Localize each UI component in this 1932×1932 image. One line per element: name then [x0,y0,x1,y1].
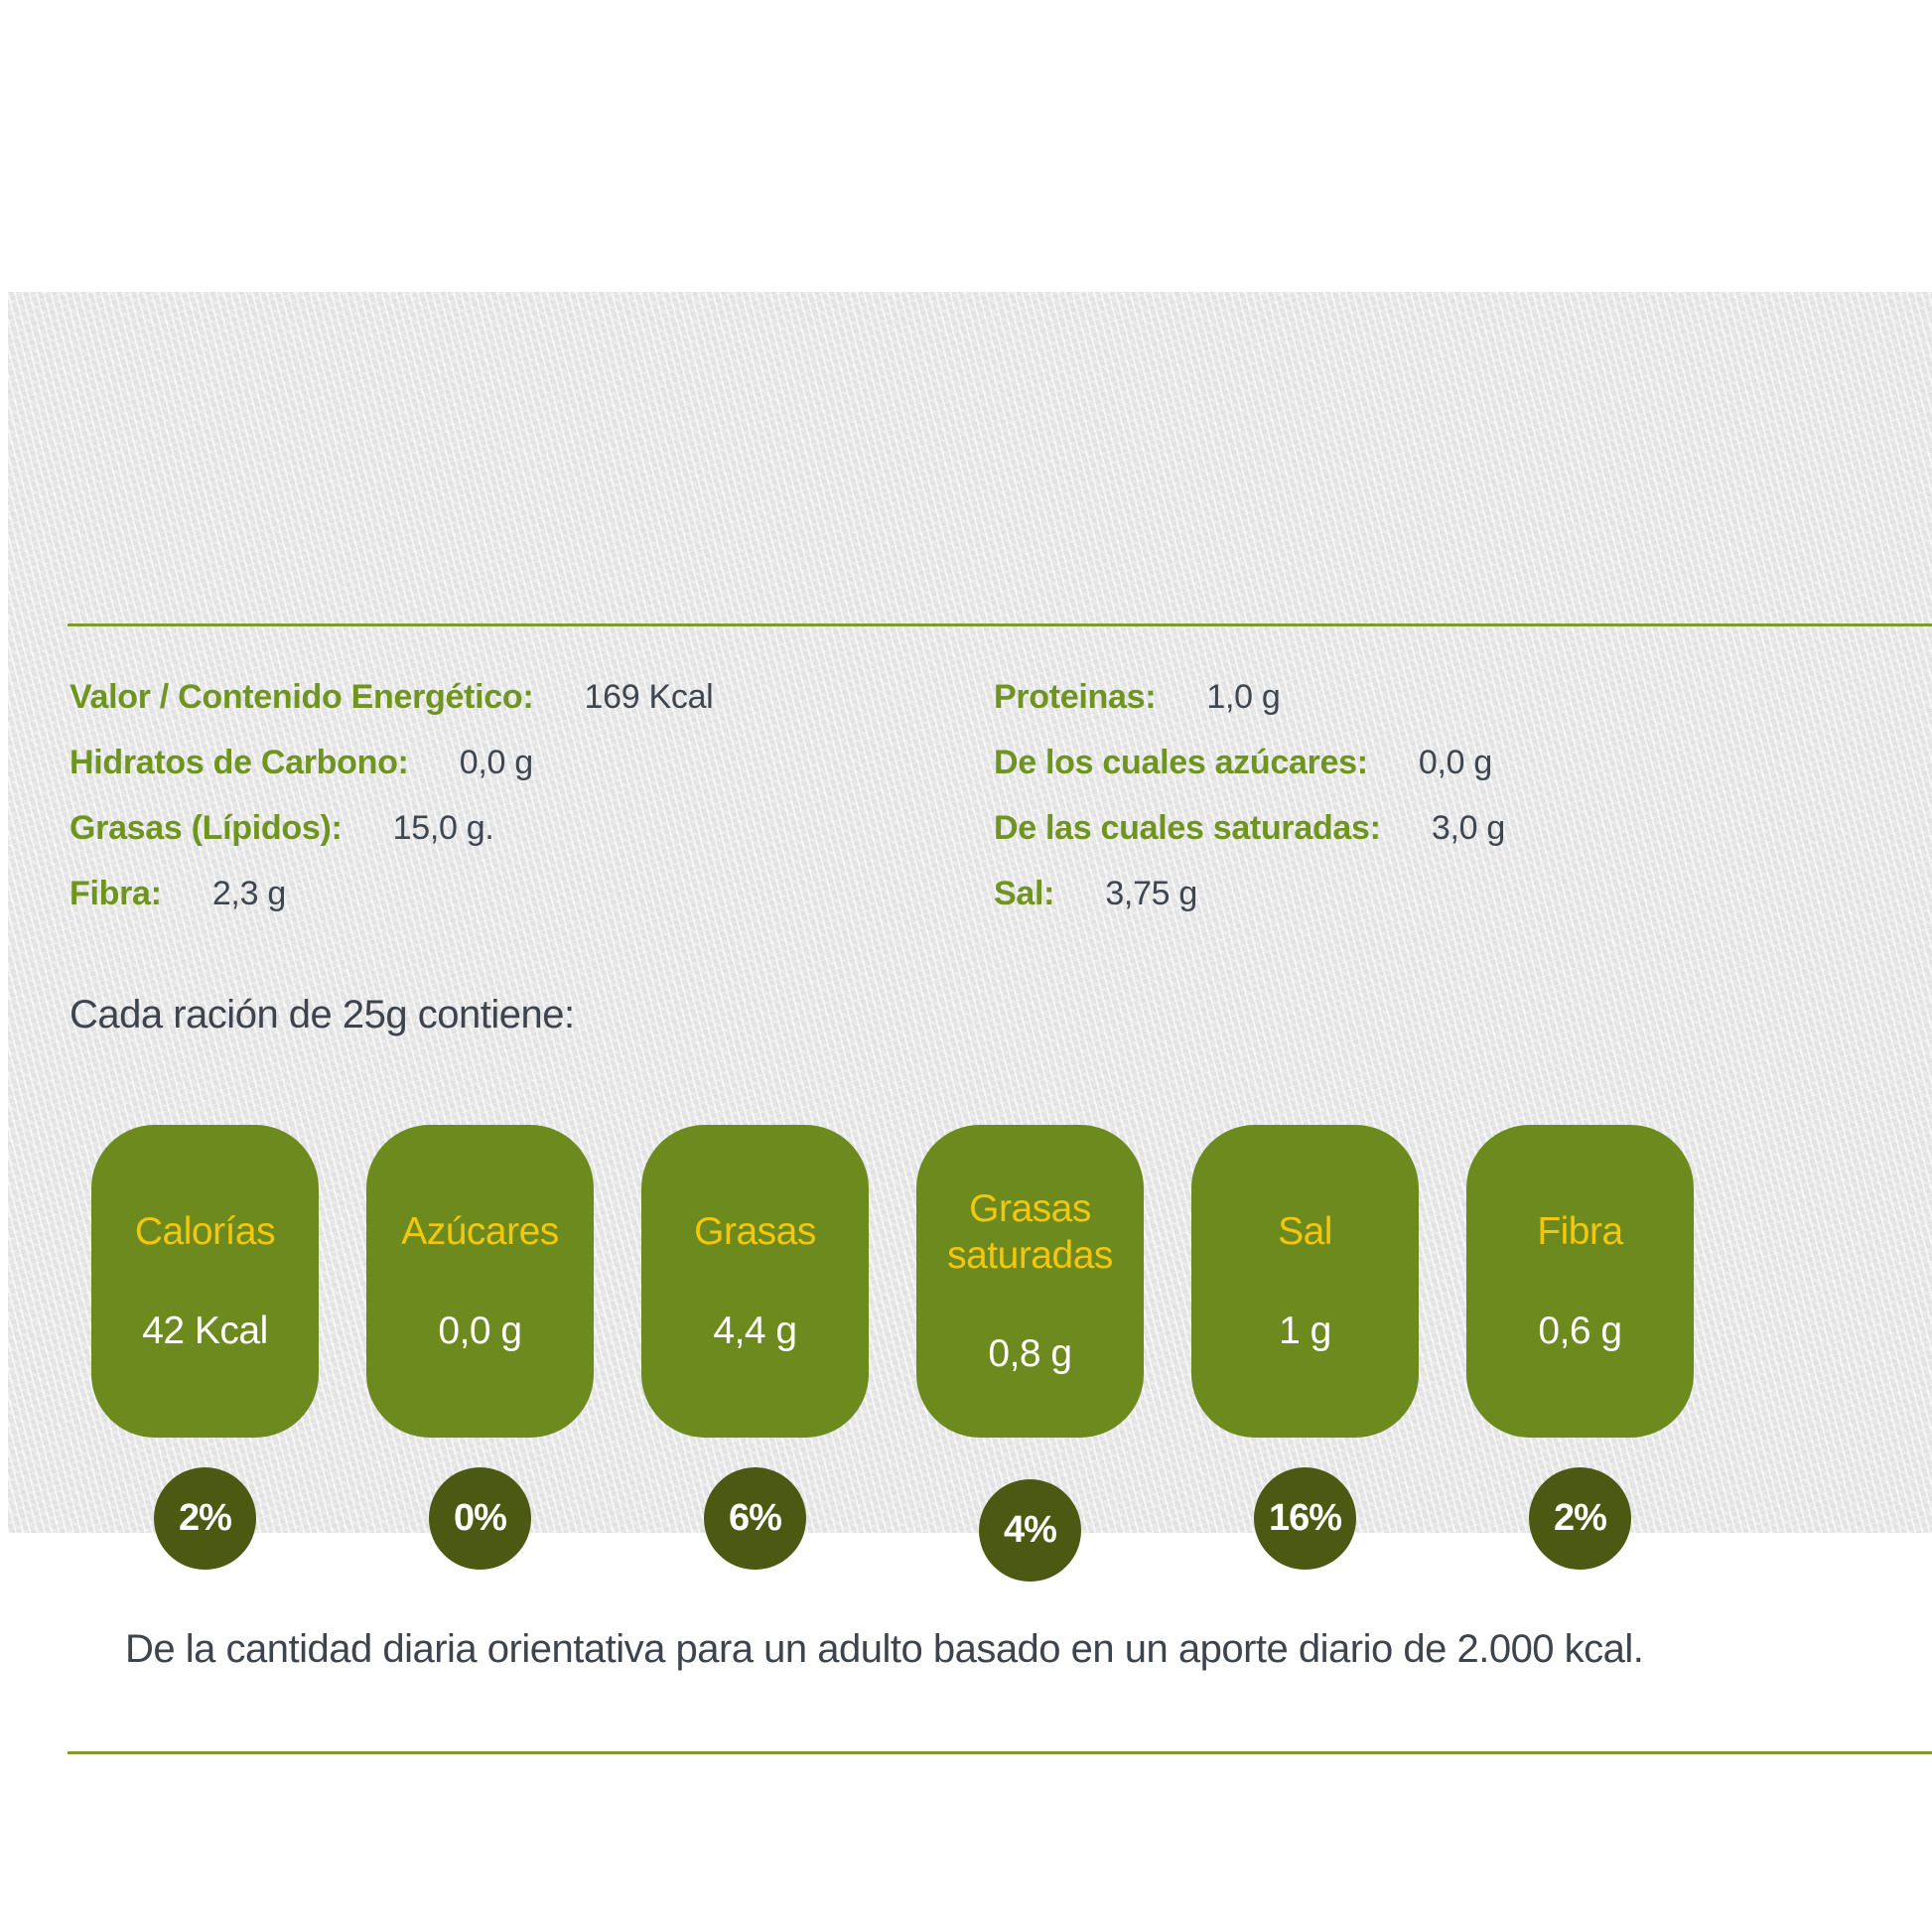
badge-calorias: Calorías 42 Kcal [91,1125,319,1438]
badge-fibra: Fibra 0,6 g [1466,1125,1694,1438]
nutrition-row-azucares: De los cuales azúcares: 0,0 g [994,730,1505,795]
nutrition-label: Fibra: [69,875,162,912]
nutrition-row-fibra: Fibra: 2,3 g [69,861,713,926]
badge-title: Calorías [134,1210,276,1254]
nutrition-row-saturadas: De las cuales saturadas: 3,0 g [994,795,1505,861]
nutrition-value: 3,75 g [1105,875,1198,912]
percent-circle: 4% [979,1479,1081,1582]
nutrition-row-hidratos: Hidratos de Carbono: 0,0 g [69,730,713,795]
badge-title: Sal [1278,1210,1332,1254]
nutrition-label: Hidratos de Carbono: [69,744,409,781]
nutrition-list-left: Valor / Contenido Energético: 169 Kcal H… [69,664,714,926]
badge-value: 1 g [1279,1309,1331,1352]
nutrition-label: Grasas (Lípidos): [69,809,343,847]
percent-value: 16% [1268,1497,1342,1539]
badge-title: Grasas saturadas [947,1186,1113,1277]
percent-cell-grasas: 6% [641,1467,869,1582]
percent-circle: 6% [704,1467,806,1570]
nutrition-row-grasas: Grasas (Lípidos): 15,0 g. [69,795,713,861]
nutrition-value: 1,0 g [1206,678,1281,716]
percent-cell-azucares: 0% [366,1467,594,1582]
badge-title: Fibra [1537,1210,1623,1254]
badge-value: 0,8 g [988,1332,1072,1376]
badge-sal: Sal 1 g [1191,1125,1419,1438]
nutrition-label: De los cuales azúcares: [994,744,1368,781]
percent-circle: 0% [429,1467,531,1570]
badge-title: Grasas [694,1210,816,1254]
badge-grasas-saturadas: Grasas saturadas 0,8 g [916,1125,1144,1438]
percent-circle: 2% [1529,1467,1631,1570]
badge-grasas: Grasas 4,4 g [641,1125,869,1438]
percent-value: 6% [729,1497,782,1539]
percent-cell-fibra: 2% [1466,1467,1694,1582]
nutrition-row-sal: Sal: 3,75 g [994,861,1505,926]
badge-value: 0,6 g [1538,1309,1622,1352]
nutrition-value: 169 Kcal [584,678,714,716]
badge-azucares: Azúcares 0,0 g [366,1125,594,1438]
nutrition-list-right: Proteinas: 1,0 g De los cuales azúcares:… [994,664,1505,926]
nutrition-value: 2,3 g [211,875,286,912]
percent-value: 4% [1004,1509,1057,1551]
divider-bottom [68,1751,1932,1754]
nutrition-value: 0,0 g [459,744,533,781]
percent-circle: 2% [154,1467,256,1570]
nutrition-label: De las cuales saturadas: [994,809,1381,847]
nutrition-row-proteinas: Proteinas: 1,0 g [994,664,1505,730]
serving-heading: Cada ración de 25g contiene: [69,993,575,1036]
percent-cell-calorias: 2% [91,1467,319,1582]
nutrition-label: Proteinas: [994,678,1157,716]
nutrition-panel: Valor / Contenido Energético: 169 Kcal H… [8,292,1932,1754]
badge-value: 0,0 g [438,1309,522,1352]
badge-title: Azúcares [401,1210,559,1254]
nutrition-label: Valor / Contenido Energético: [69,678,534,716]
daily-intake-footnote: De la cantidad diaria orientativa para u… [125,1627,1644,1671]
percent-cell-grasas-saturadas: 4% [916,1467,1144,1582]
nutrition-label: Sal: [994,875,1055,912]
daily-badges-row: Calorías 42 Kcal Azúcares 0,0 g Grasas 4… [91,1125,1694,1438]
percent-cell-sal: 16% [1191,1467,1419,1582]
badge-value: 42 Kcal [142,1309,268,1352]
divider-top [68,623,1932,626]
percent-value: 2% [1554,1497,1607,1539]
percent-value: 2% [179,1497,232,1539]
percent-circle: 16% [1254,1467,1356,1570]
nutrition-value: 0,0 g [1418,744,1493,781]
daily-percent-row: 2% 0% 6% 4% 16% 2% [91,1467,1694,1582]
nutrition-row-energia: Valor / Contenido Energético: 169 Kcal [69,664,714,730]
percent-value: 0% [454,1497,507,1539]
nutrition-value: 3,0 g [1431,809,1505,847]
badge-value: 4,4 g [713,1309,797,1352]
nutrition-value: 15,0 g. [392,809,494,847]
